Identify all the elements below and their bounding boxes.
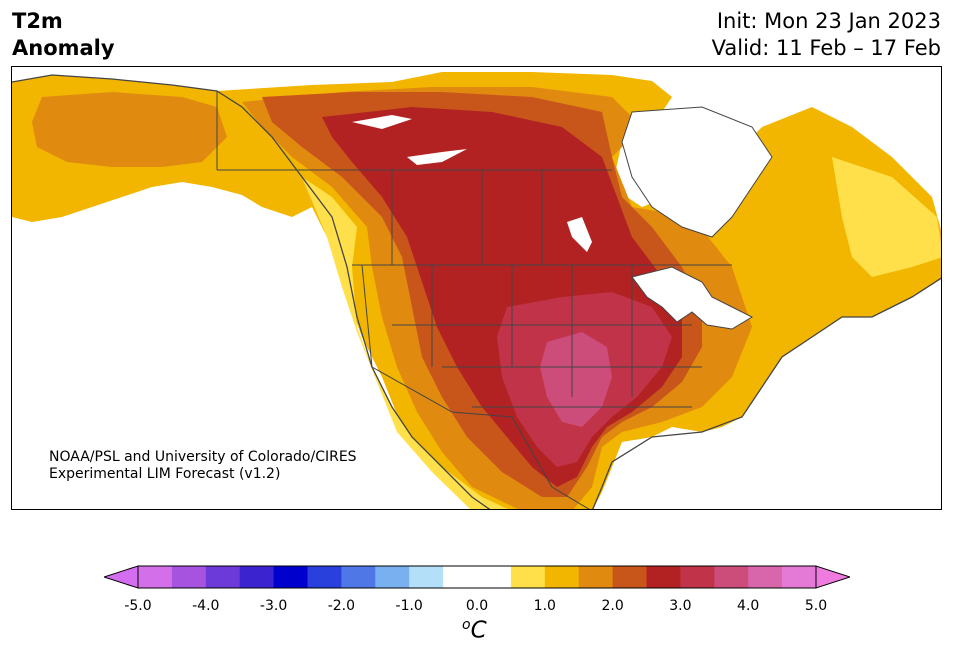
arctic-ocean (652, 67, 941, 107)
colorbar-graphic (102, 565, 852, 589)
colorbar-tick-label: 1.0 (533, 598, 556, 614)
colorbar-swatch (239, 566, 275, 588)
colorbar-tick-label: -1.0 (395, 598, 423, 614)
init-date: Init: Mon 23 Jan 2023 (716, 9, 941, 33)
land-alaska-inner (32, 92, 227, 167)
hudson-bay (621, 106, 773, 238)
colorbar-swatch (578, 566, 614, 588)
colorbar-swatch (748, 566, 783, 588)
anomaly-band-4 (540, 332, 612, 427)
unit-label: oC (462, 617, 487, 644)
valid-date: Valid: 11 Feb – 17 Feb (711, 36, 941, 60)
credit-text: NOAA/PSL and University of Colorado/CIRE… (49, 449, 357, 483)
colorbar-tick-label: -4.0 (192, 598, 220, 614)
unit-letter: C (470, 617, 487, 644)
colorbar-swatch (680, 566, 715, 588)
anomaly-band-1 (302, 177, 508, 509)
coastline (12, 74, 941, 509)
colorbar-frame (137, 565, 817, 589)
colorbar-swatch (544, 566, 580, 588)
colorbar-swatch (714, 566, 749, 588)
colorbar-swatch (171, 566, 207, 588)
colorbar-swatch (782, 566, 817, 588)
title-line-2: Anomaly (12, 36, 115, 60)
colorbar-swatch (510, 566, 546, 588)
great-lakes (631, 266, 754, 330)
colorbar-tick-label: -5.0 (124, 598, 152, 614)
anomaly-band-1-east (832, 157, 941, 277)
colorbar-swatch (646, 566, 681, 588)
colorbar-swatch (205, 566, 241, 588)
credit-line-2: Experimental LIM Forecast (v1.2) (49, 466, 281, 482)
colorbar-under-arrow (102, 565, 139, 589)
colorbar-swatch (409, 566, 444, 588)
colorbar-swatch (341, 566, 376, 588)
colorbar (102, 565, 852, 593)
forecast-dates: Init: Mon 23 Jan 2023 Valid: 11 Feb – 17… (712, 8, 941, 62)
map-title: T2m Anomaly (12, 8, 115, 62)
degree-symbol: o (462, 617, 471, 633)
credit-line-1: NOAA/PSL and University of Colorado/CIRE… (49, 449, 357, 465)
colorbar-swatch (138, 566, 173, 588)
colorbar-swatch (273, 566, 308, 588)
colorbar-swatch (375, 566, 410, 588)
colorbar-tick-label: 2.0 (601, 598, 624, 614)
title-line-1: T2m (12, 9, 63, 33)
lake-winnipeg (567, 217, 592, 252)
colorbar-swatch (612, 566, 647, 588)
colorbar-tick-label: -3.0 (259, 598, 288, 614)
colorbar-tick-label: 3.0 (669, 598, 692, 614)
lake-great-bear (352, 115, 412, 129)
colorbar-tick-label: 0.0 (465, 598, 489, 614)
colorbar-tick-label: 4.0 (737, 598, 760, 614)
colorbar-tick-label: 5.0 (804, 598, 828, 614)
colorbar-swatch (443, 566, 478, 588)
anomaly-map (11, 66, 942, 510)
colorbar-swatch (477, 566, 512, 588)
lake-great-slave (407, 149, 467, 165)
political-borders (216, 91, 732, 509)
colorbar-tick-label: -2.0 (327, 598, 356, 614)
map-canvas (12, 67, 941, 509)
colorbar-over-arrow (815, 565, 852, 589)
colorbar-swatch (307, 566, 342, 588)
